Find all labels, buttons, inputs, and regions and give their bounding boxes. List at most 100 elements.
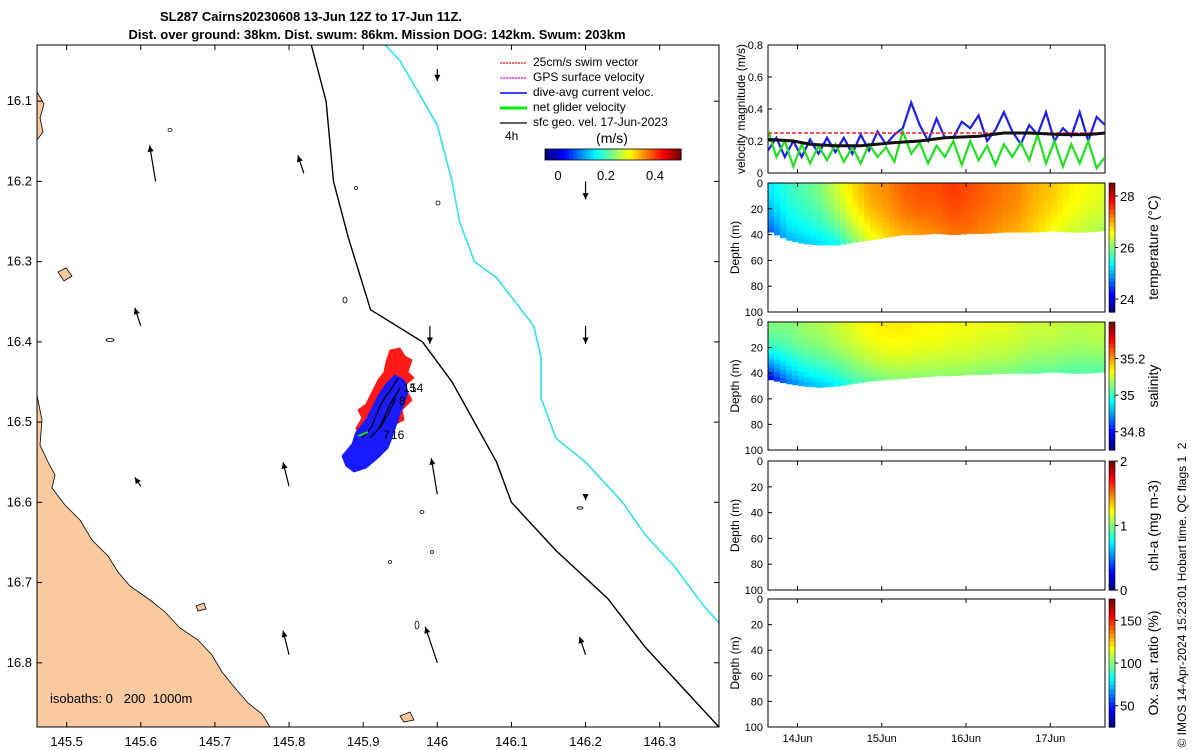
section-cell (792, 203, 799, 209)
section-cell (960, 363, 968, 368)
section-cell (1093, 214, 1100, 218)
section-cell (990, 193, 998, 198)
legend-label-swim: 25cm/s swim vector (533, 55, 638, 69)
section-cell (1086, 322, 1094, 327)
map-y-tick-label: 16.2 (7, 173, 32, 188)
section-colorbar-swatch (1109, 603, 1115, 609)
section-cell (1062, 365, 1070, 370)
section-cell (1038, 361, 1046, 367)
section-cell (972, 208, 980, 213)
colorbar-swatch (561, 149, 566, 160)
section-cell (804, 196, 811, 201)
section-cell (996, 190, 1004, 195)
section-cell (1026, 193, 1034, 198)
section-cell (1056, 361, 1064, 366)
section-cell (1056, 221, 1064, 226)
section-cell (834, 196, 841, 202)
section-cell (960, 359, 968, 365)
section-cell (1044, 332, 1052, 337)
section-cell (1026, 365, 1034, 371)
section-cell (834, 236, 841, 242)
legend-label-net: net glider velocity (533, 100, 626, 114)
section-cell (948, 197, 956, 202)
section-cell (846, 208, 853, 214)
section-cell (1074, 197, 1082, 202)
section-cell (888, 183, 895, 188)
section-cell (774, 326, 781, 331)
section-cell (960, 348, 968, 353)
section-cell (876, 342, 883, 348)
section-cell (1068, 369, 1076, 374)
section-cell (828, 205, 835, 211)
section-cell (948, 190, 956, 195)
section-background (768, 599, 1105, 727)
section-cell (1014, 322, 1022, 327)
section-cell (996, 218, 1004, 223)
section-colorbar-swatch (1109, 230, 1115, 236)
section-cell (924, 325, 932, 331)
section-cell (1044, 325, 1052, 330)
section-cell (840, 376, 847, 382)
reef-outline (354, 186, 358, 190)
section-cell (1074, 193, 1082, 198)
section-cell (1068, 333, 1076, 338)
section-cell (1099, 227, 1106, 232)
section-cell (990, 351, 998, 356)
section-cell (900, 186, 907, 191)
section-cell (1056, 207, 1064, 212)
section-cell (1086, 186, 1094, 191)
section-cell (804, 209, 811, 214)
section-cell (858, 203, 865, 209)
section-colorbar-tick-label: 34.8 (1120, 425, 1145, 440)
velocity-y-tick-label: 0 (757, 168, 763, 180)
geo-arrow-head (133, 307, 140, 315)
section-cell (1086, 340, 1094, 345)
section-cell (906, 201, 913, 206)
section-cell (948, 345, 956, 350)
section-cell (876, 367, 883, 373)
section-cell (816, 236, 823, 241)
section-cell (1026, 214, 1034, 219)
section-cell (900, 216, 907, 221)
section-cell (924, 349, 932, 354)
section-colorbar-swatch (1109, 663, 1115, 668)
section-cell (1074, 329, 1082, 334)
section-cell (912, 357, 919, 363)
section-cell (1008, 369, 1016, 374)
section-cell (846, 217, 853, 223)
section-colorbar-swatch (1109, 398, 1115, 404)
section-cell (840, 239, 847, 245)
section-cell (786, 357, 793, 363)
section-cell (834, 354, 841, 360)
section-cell (882, 206, 889, 211)
time-step-label: 4h (505, 129, 518, 143)
section-cell (774, 364, 781, 369)
section-cell (822, 209, 829, 215)
section-cell (816, 340, 823, 346)
section-cell (1044, 329, 1052, 334)
section-cell (888, 202, 895, 207)
section-cell (1050, 213, 1058, 218)
section-cell (936, 356, 944, 361)
section-cell (852, 326, 859, 332)
section-cell (972, 193, 980, 198)
section-cell (768, 204, 775, 209)
section-cell (1068, 228, 1076, 233)
section-cell (906, 373, 913, 379)
section-cell (1062, 183, 1070, 188)
section-y-tick-label: 80 (751, 696, 763, 708)
section-cell (1044, 189, 1052, 194)
section-cell (1062, 214, 1070, 219)
section-cell (1056, 189, 1064, 194)
section-cell (810, 377, 817, 383)
section-cell (768, 354, 775, 360)
section-cell (876, 210, 883, 216)
section-cell (816, 363, 823, 370)
net-velocity-green (357, 431, 369, 437)
title-line-1: SL287 Cairns20230608 13-Jun 12Z to 17-Ju… (160, 9, 462, 24)
section-cell (870, 355, 877, 361)
footer-credit: © IMOS 14-Apr-2024 15:23:01 Hobart time.… (1175, 442, 1189, 747)
section-cell (876, 230, 883, 235)
section-frame (767, 182, 1106, 313)
section-cell (900, 208, 907, 214)
